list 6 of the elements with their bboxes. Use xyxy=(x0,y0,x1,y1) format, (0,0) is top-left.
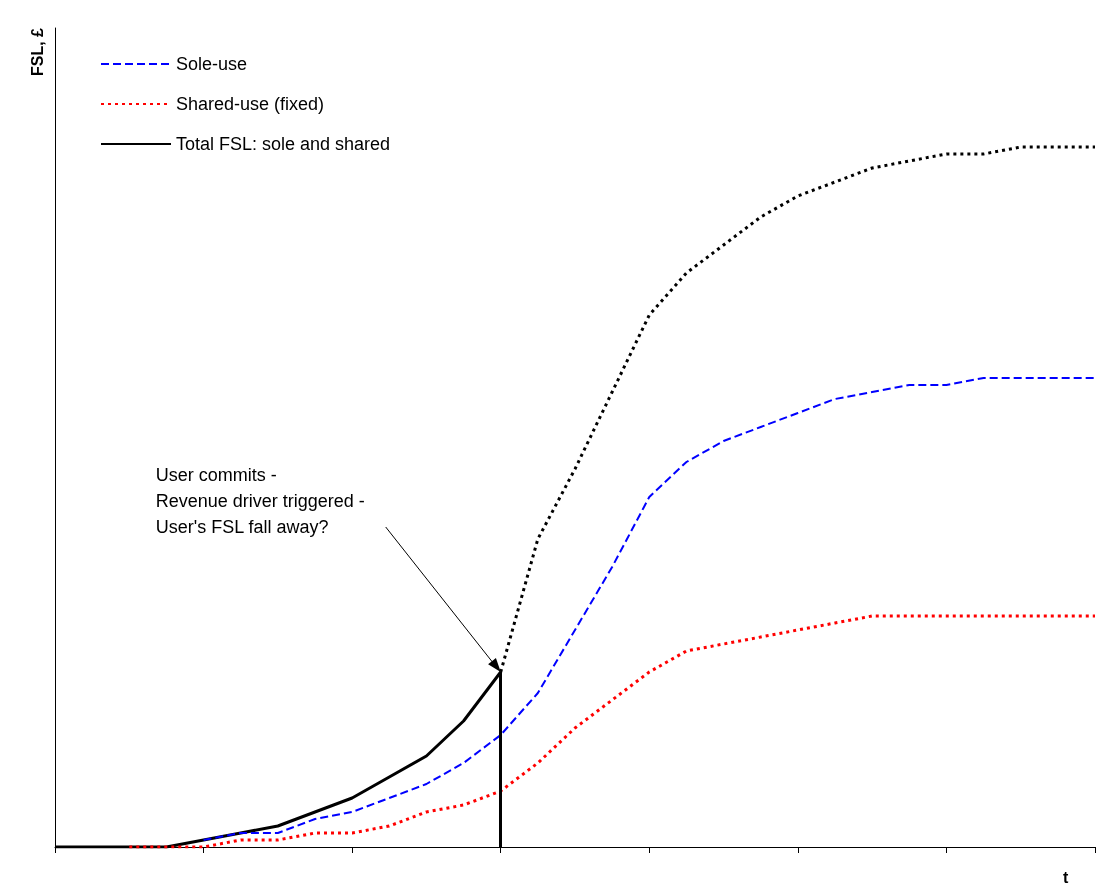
x-axis-title: t xyxy=(1063,868,1069,886)
legend-label: Total FSL: sole and shared xyxy=(176,134,391,154)
legend-label: Shared-use (fixed) xyxy=(176,94,325,114)
annotation: User commits - Revenue driver triggered - User's FSL fall away? xyxy=(155,465,365,537)
legend-label: Sole-use xyxy=(176,54,248,74)
y-axis-title: FSL, £ xyxy=(28,27,46,77)
